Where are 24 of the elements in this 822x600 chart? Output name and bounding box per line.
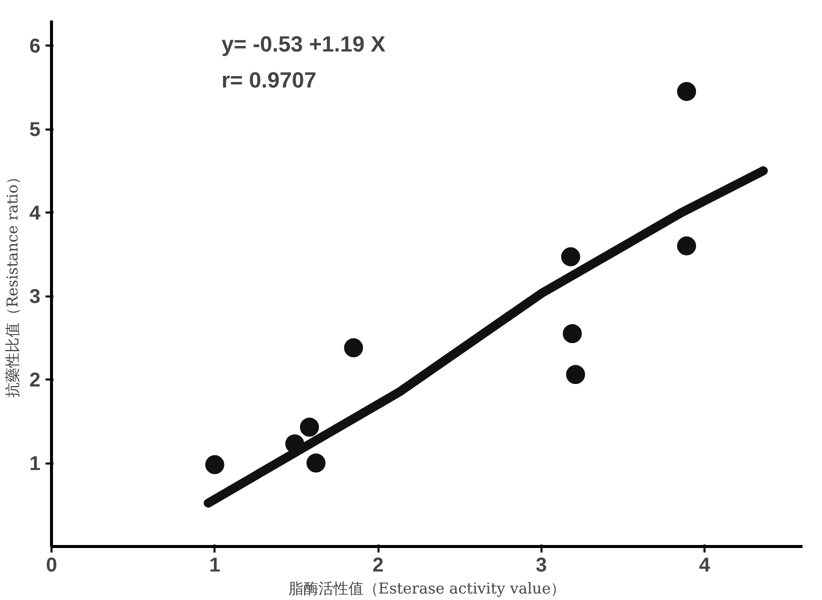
x-tick-label: 2 [372,554,384,576]
point [677,236,696,256]
point [300,418,319,437]
y-tick-label: 5 [29,119,40,142]
y-tick-label: 4 [29,202,42,225]
y-tick-label: 1 [29,453,40,476]
x-tick-label: 3 [536,554,547,576]
y-tick-label: 2 [29,370,40,392]
x-axis-title: 脂酶活性值（Esterase activity value） [288,580,566,598]
point [566,365,586,384]
x-tick-label: 1 [209,554,220,576]
x-tick-label: 0 [46,554,58,576]
point [562,324,582,344]
point [561,247,580,266]
annotation: r= 0.9707 [222,68,316,92]
annotation: y= -0.53 +1.19 X [222,32,386,56]
point [306,454,326,472]
y-tick-label: 6 [29,36,40,58]
point [677,82,696,101]
y-axis-title: 抗藥性比值（Resistance ratio） [3,169,22,398]
point [205,455,224,474]
y-tick-label: 3 [29,286,40,308]
point [344,338,364,358]
x-tick-label: 4 [698,554,711,576]
